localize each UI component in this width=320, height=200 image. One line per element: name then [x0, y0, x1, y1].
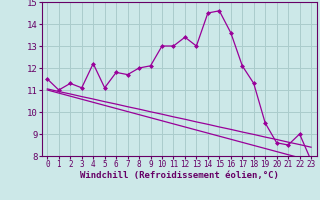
- X-axis label: Windchill (Refroidissement éolien,°C): Windchill (Refroidissement éolien,°C): [80, 171, 279, 180]
